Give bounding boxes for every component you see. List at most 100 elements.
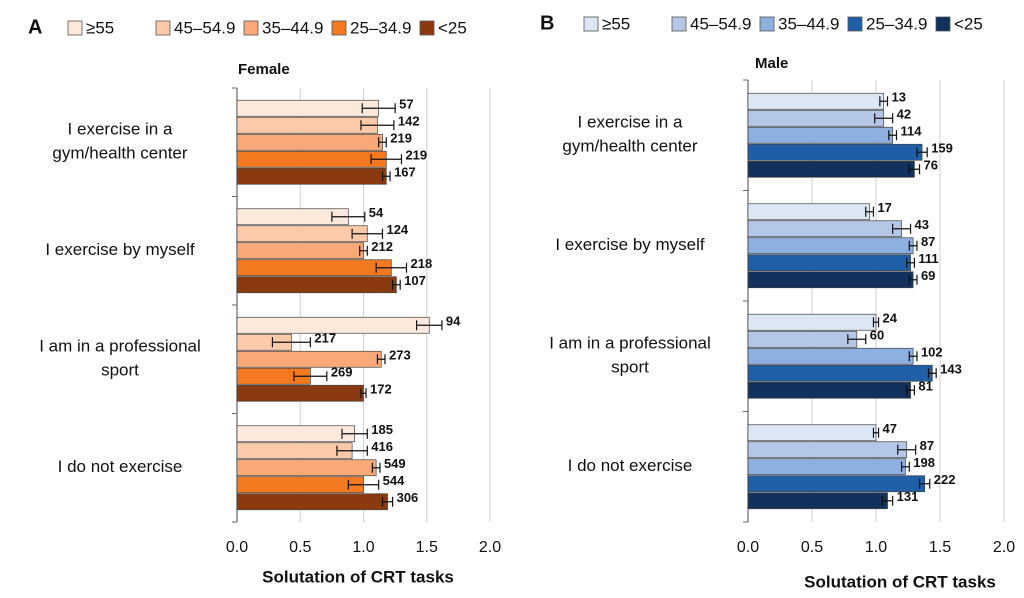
bar: [747, 237, 914, 255]
legend-label: <25: [438, 18, 467, 37]
chart-title: Female: [238, 61, 290, 78]
error-bar: [881, 495, 894, 506]
bar: [747, 109, 885, 127]
bar: [747, 347, 914, 365]
category-label: I exercise in a: [68, 120, 173, 139]
legend-swatch: [155, 20, 171, 36]
error-bar: [872, 427, 880, 438]
x-tick-label: 1.5: [929, 539, 951, 556]
error-bar: [360, 120, 395, 131]
error-bar: [359, 245, 368, 256]
bar: [236, 242, 364, 260]
category-label: I am in a professional: [549, 334, 711, 353]
bar: [747, 458, 906, 476]
count-label: 273: [389, 348, 411, 363]
category-label: gym/health center: [52, 144, 187, 163]
x-tick-label: 2.0: [479, 539, 501, 556]
bar: [747, 271, 914, 289]
x-axis-label: Solutation of CRT tasks: [262, 567, 454, 586]
legend-label: 45–54.9: [690, 14, 751, 33]
error-bar: [347, 479, 380, 490]
legend-label: 25–34.9: [866, 14, 927, 33]
chart-title: Male: [755, 55, 788, 72]
x-tick-label: 1.0: [865, 539, 887, 556]
error-bar: [370, 154, 403, 165]
bar: [236, 493, 388, 511]
bar: [236, 476, 364, 494]
error-bar: [416, 320, 443, 331]
error-bar: [872, 317, 880, 328]
error-bar: [376, 354, 386, 365]
legend-swatch: [759, 16, 775, 32]
count-label: 306: [397, 490, 419, 505]
x-tick-label: 1.0: [352, 539, 374, 556]
error-bar: [927, 368, 937, 379]
bar: [747, 220, 902, 238]
bar: [747, 330, 858, 348]
error-bar: [361, 103, 396, 114]
bar: [747, 364, 933, 382]
x-tick-label: 0.0: [226, 539, 248, 556]
legend-swatch: [847, 16, 863, 32]
category-label: I exercise by myself: [555, 235, 705, 254]
count-label: 76: [924, 158, 938, 173]
error-bar: [897, 444, 917, 455]
error-bar: [908, 240, 918, 251]
bar: [747, 160, 915, 178]
error-bar: [918, 478, 931, 489]
bar: [236, 276, 397, 294]
error-bar: [360, 388, 367, 399]
count-label: 167: [394, 165, 416, 180]
legend-swatch: [671, 16, 687, 32]
count-label: 218: [411, 256, 433, 271]
x-tick-label: 0.0: [737, 539, 759, 556]
bar: [747, 92, 885, 110]
count-label: 198: [913, 455, 935, 470]
count-label: 142: [398, 114, 420, 129]
bar: [236, 442, 353, 460]
x-tick-label: 0.5: [289, 539, 311, 556]
error-bar: [908, 164, 921, 175]
count-label: 57: [399, 97, 413, 112]
error-bar: [908, 351, 918, 362]
legend-label: 35–44.9: [262, 18, 323, 37]
bar: [747, 381, 911, 399]
x-tick-label: 2.0: [993, 539, 1015, 556]
category-label: gym/health center: [562, 137, 697, 156]
error-bar: [879, 96, 889, 107]
legend-swatch: [419, 20, 435, 36]
count-label: 107: [404, 273, 426, 288]
category-label: I am in a professional: [39, 337, 201, 356]
bar: [747, 441, 908, 459]
count-label: 111: [918, 251, 938, 266]
count-label: 60: [870, 328, 884, 343]
panel-letter: A: [28, 16, 42, 38]
error-bar: [375, 262, 408, 273]
count-label: 172: [370, 382, 392, 397]
bar: [747, 126, 893, 144]
count-label: 217: [314, 331, 336, 346]
bar: [236, 459, 377, 477]
error-bar: [378, 137, 387, 148]
legend-label: <25: [954, 14, 983, 33]
error-bar: [331, 211, 366, 222]
bar: [236, 116, 378, 134]
count-label: 416: [371, 439, 393, 454]
count-label: 114: [900, 124, 922, 139]
count-label: 124: [386, 222, 408, 237]
count-label: 219: [390, 131, 412, 146]
category-label: I exercise in a: [578, 113, 683, 132]
count-label: 185: [371, 422, 393, 437]
count-label: 549: [384, 456, 406, 471]
count-label: 143: [940, 362, 962, 377]
count-label: 102: [921, 345, 943, 360]
bar: [236, 384, 364, 402]
legend-swatch: [67, 20, 83, 36]
count-label: 87: [920, 438, 934, 453]
legend-swatch: [243, 20, 259, 36]
bar: [747, 143, 923, 161]
error-bar: [847, 334, 867, 345]
error-bar: [341, 428, 368, 439]
legend-label: ≥55: [86, 18, 114, 37]
